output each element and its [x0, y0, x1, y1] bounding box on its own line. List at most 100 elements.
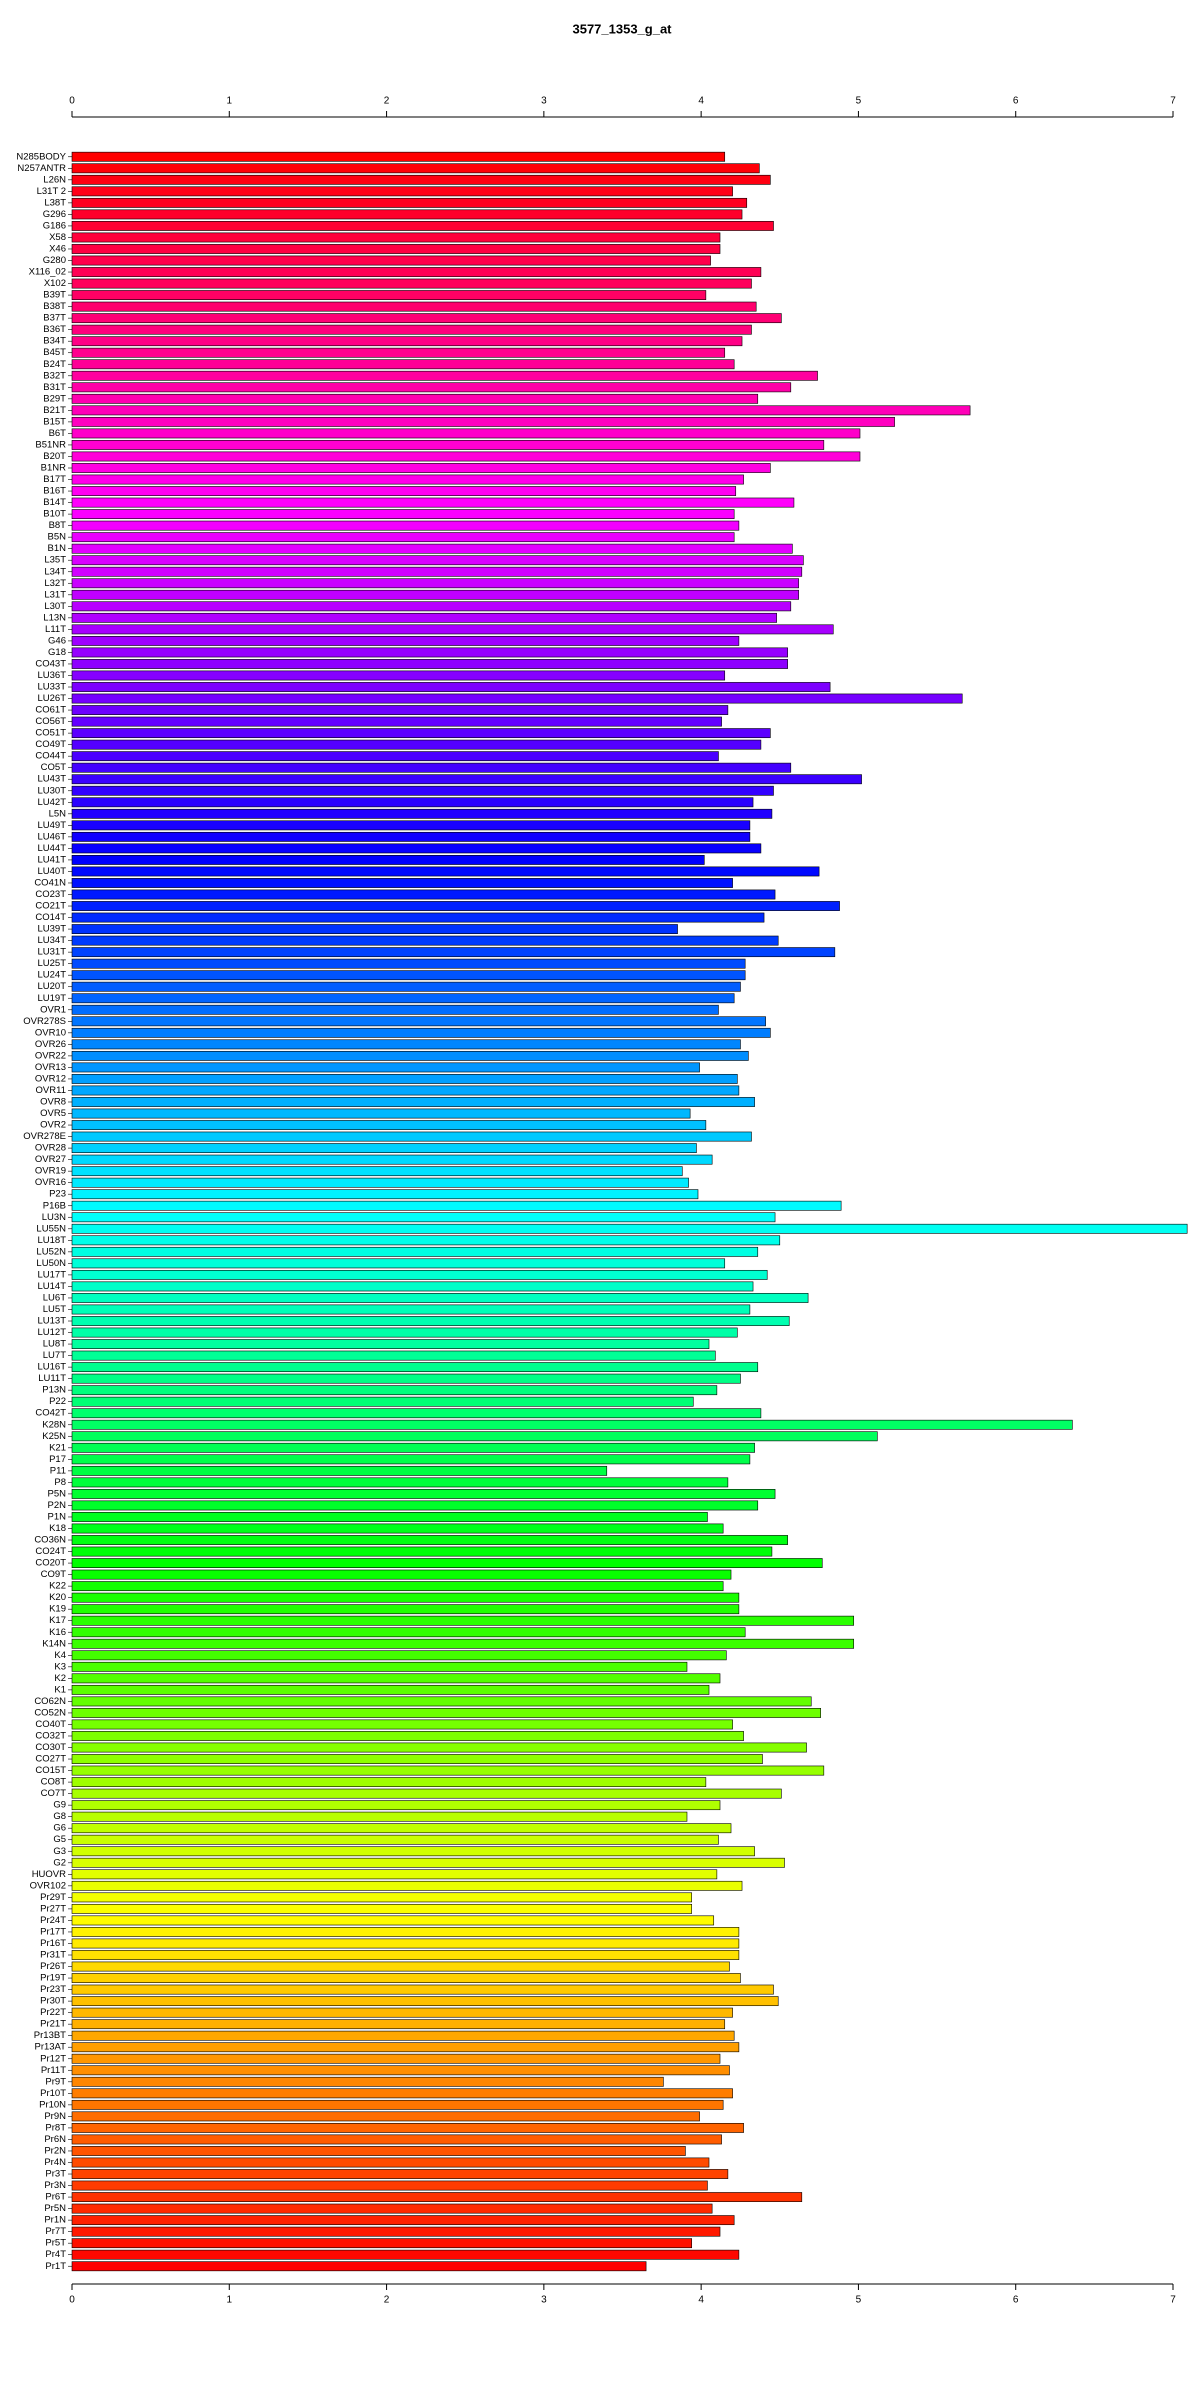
- y-tick-label: K16: [49, 1627, 66, 1638]
- y-tick-label: OVR8: [40, 1097, 66, 1108]
- bar: [71, 1661, 688, 1672]
- y-tick-label: Pr9N: [44, 2111, 66, 2122]
- bar: [71, 2180, 708, 2191]
- y-tick-label: LU16T: [37, 1362, 66, 1373]
- bar: [71, 1419, 1073, 1430]
- bar: [71, 601, 792, 612]
- bar: [71, 2203, 713, 2214]
- y-tick-label: LU49T: [37, 820, 66, 831]
- y-tick-label: Pr13BT: [34, 2030, 66, 2041]
- bar: [71, 1903, 693, 1914]
- y-tick-label: G186: [43, 220, 66, 231]
- y-tick-label: OVR27: [35, 1154, 66, 1165]
- bar: [71, 1512, 708, 1522]
- bar: [71, 2146, 686, 2156]
- y-tick-label: LU44T: [37, 843, 66, 854]
- bar: [71, 2238, 693, 2249]
- bar: [71, 1546, 773, 1557]
- bar: [71, 1304, 751, 1315]
- y-tick-label: K25N: [42, 1431, 66, 1442]
- bar: [71, 1719, 733, 1730]
- y-tick-label: CO56T: [35, 716, 66, 727]
- y-tick-label: CO24T: [35, 1546, 66, 1557]
- y-tick-label: LU30T: [37, 785, 66, 796]
- y-tick-label: Pr16T: [40, 1938, 66, 1949]
- bar: [71, 1765, 825, 1776]
- bar: [71, 1004, 719, 1015]
- y-tick-label: Pr29T: [40, 1892, 66, 1903]
- bar: [71, 1604, 740, 1615]
- y-tick-label: K4: [54, 1650, 66, 1661]
- y-tick-label: LU31T: [37, 947, 66, 958]
- y-tick-label: HUOVR: [32, 1869, 66, 1880]
- y-tick-label: P17: [49, 1454, 66, 1465]
- bar: [71, 2099, 724, 2110]
- y-tick-label: B5N: [48, 532, 67, 543]
- bar: [71, 1212, 776, 1223]
- bar: [71, 163, 760, 174]
- y-tick-label: LU42T: [37, 797, 66, 808]
- bar: [71, 1754, 763, 1764]
- y-tick-label: LU39T: [37, 924, 66, 935]
- y-tick-label: X58: [49, 232, 66, 243]
- bar: [71, 1281, 754, 1292]
- y-tick-label: LU5T: [43, 1304, 66, 1315]
- bar: [71, 451, 861, 462]
- bar: [71, 1535, 788, 1545]
- y-tick-label: CO14T: [35, 912, 66, 923]
- bar: [71, 2169, 729, 2179]
- y-tick-label: K21: [49, 1442, 66, 1453]
- y-tick-label: CO51T: [35, 728, 66, 739]
- bar: [71, 336, 743, 347]
- y-tick-label: G8: [53, 1811, 66, 1822]
- bar: [71, 393, 759, 404]
- bar: [71, 1016, 766, 1027]
- bar: [71, 1684, 710, 1695]
- y-tick-label: LU14T: [37, 1281, 66, 1292]
- y-tick-label: OVR11: [36, 1085, 66, 1096]
- bar: [71, 244, 721, 254]
- y-tick-label: OVR26: [35, 1039, 66, 1050]
- bar: [71, 1880, 743, 1891]
- bar: [71, 1293, 809, 1303]
- x-tick-label: 2: [384, 96, 390, 107]
- y-tick-label: P22: [49, 1396, 66, 1407]
- bar: [71, 440, 825, 450]
- bar: [71, 912, 765, 923]
- bar: [71, 1454, 751, 1465]
- bar: [71, 1327, 738, 1338]
- x-tick-label: 6: [1013, 2295, 1019, 2306]
- bar: [71, 635, 740, 646]
- bar: [71, 532, 735, 543]
- bar: [71, 762, 792, 773]
- bar: [71, 197, 748, 208]
- y-tick-label: Pr6T: [45, 2192, 66, 2203]
- y-tick-label: LU36T: [37, 670, 66, 681]
- bar: [71, 1154, 713, 1165]
- bar: [71, 221, 774, 231]
- bar: [71, 1938, 740, 1949]
- bar: [71, 1085, 740, 1096]
- bar: [71, 808, 773, 819]
- y-tick-label: LU18T: [37, 1235, 66, 1246]
- y-tick-label: Pr23T: [40, 1984, 66, 1995]
- bar: [71, 855, 705, 865]
- bar: [71, 1592, 740, 1603]
- bar: [71, 1869, 718, 1880]
- bar: [71, 1235, 781, 1246]
- bar: [71, 313, 782, 324]
- bar: [71, 1108, 691, 1119]
- y-tick-label: P5N: [48, 1488, 67, 1499]
- y-tick-label: N257ANTR: [17, 163, 66, 174]
- y-tick-label: X102: [44, 278, 66, 289]
- bar: [71, 324, 752, 335]
- bar: [71, 705, 729, 715]
- bar: [71, 1973, 741, 1983]
- bar: [71, 716, 722, 727]
- bar: [71, 1673, 721, 1684]
- bar: [71, 1961, 730, 1972]
- y-tick-label: P23: [49, 1189, 66, 1200]
- y-tick-label: K3: [54, 1661, 66, 1672]
- bar: [71, 1477, 729, 1488]
- bar: [71, 555, 804, 566]
